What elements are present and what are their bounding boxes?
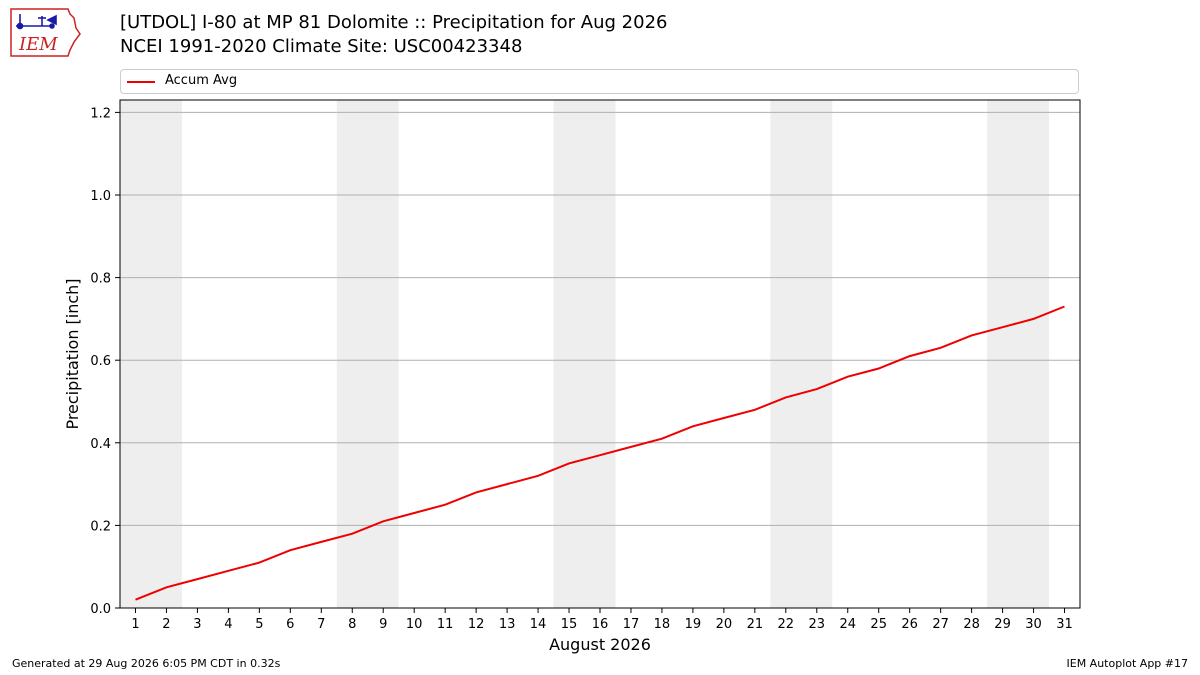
- legend-swatch-accum-avg: [127, 81, 155, 83]
- weekend-band: [770, 100, 833, 608]
- x-tick-label: 1: [131, 617, 139, 632]
- chart-subtitle: NCEI 1991-2020 Climate Site: USC00423348: [120, 36, 523, 57]
- x-tick-label: 9: [379, 617, 387, 632]
- x-tick-label: 16: [592, 617, 609, 632]
- app-label: IEM Autoplot App #17: [1066, 657, 1189, 670]
- iem-logo: IEM: [10, 8, 81, 57]
- x-tick-label: 31: [1056, 617, 1073, 632]
- x-tick-label: 24: [839, 617, 856, 632]
- x-tick-label: 30: [1025, 617, 1042, 632]
- legend-label-accum-avg: Accum Avg: [165, 73, 238, 88]
- x-tick-label: 29: [994, 617, 1011, 632]
- x-tick-label: 25: [870, 617, 887, 632]
- x-tick-label: 20: [716, 617, 733, 632]
- x-tick-label: 27: [932, 617, 949, 632]
- x-tick-label: 4: [224, 617, 232, 632]
- y-tick-label: 1.0: [90, 189, 111, 204]
- weekend-band: [987, 100, 1050, 608]
- iowa-outline-shape: [10, 8, 81, 57]
- y-tick-label: 0.8: [90, 272, 111, 287]
- logo-text: IEM: [18, 34, 58, 55]
- x-tick-label: 11: [437, 617, 454, 632]
- x-tick-label: 23: [809, 617, 826, 632]
- y-tick-label: 0.4: [90, 437, 111, 452]
- x-tick-label: 2: [162, 617, 170, 632]
- x-tick-label: 7: [317, 617, 325, 632]
- x-tick-label: 21: [747, 617, 764, 632]
- series-line-accum-avg: [135, 305, 1065, 601]
- weekend-band: [553, 100, 616, 608]
- y-tick-label: 0.6: [90, 354, 111, 369]
- weekend-band: [336, 100, 399, 608]
- x-tick-label: 6: [286, 617, 294, 632]
- x-tick-label: 18: [654, 617, 671, 632]
- x-tick-label: 14: [530, 617, 547, 632]
- x-tick-label: 26: [901, 617, 918, 632]
- chart-legend: Accum Avg: [120, 69, 1079, 94]
- x-tick-label: 15: [561, 617, 578, 632]
- y-axis-label: Precipitation [inch]: [63, 278, 82, 429]
- x-tick-label: 3: [193, 617, 201, 632]
- x-tick-label: 12: [468, 617, 485, 632]
- x-tick-label: 19: [685, 617, 702, 632]
- x-tick-label: 17: [623, 617, 640, 632]
- y-tick-label: 1.2: [90, 106, 111, 121]
- x-tick-label: 10: [406, 617, 423, 632]
- y-tick-label: 0.2: [90, 519, 111, 534]
- x-tick-label: 28: [963, 617, 980, 632]
- x-axis-label: August 2026: [549, 635, 651, 654]
- x-tick-label: 8: [348, 617, 356, 632]
- x-tick-label: 13: [499, 617, 516, 632]
- chart-title: [UTDOL] I-80 at MP 81 Dolomite :: Precip…: [120, 12, 668, 33]
- weekend-band: [120, 100, 182, 608]
- weather-station-icon: [16, 14, 57, 30]
- generated-timestamp: Generated at 29 Aug 2026 6:05 PM CDT in …: [12, 657, 281, 670]
- x-tick-label: 5: [255, 617, 263, 632]
- y-tick-label: 0.0: [90, 602, 111, 617]
- x-tick-label: 22: [778, 617, 795, 632]
